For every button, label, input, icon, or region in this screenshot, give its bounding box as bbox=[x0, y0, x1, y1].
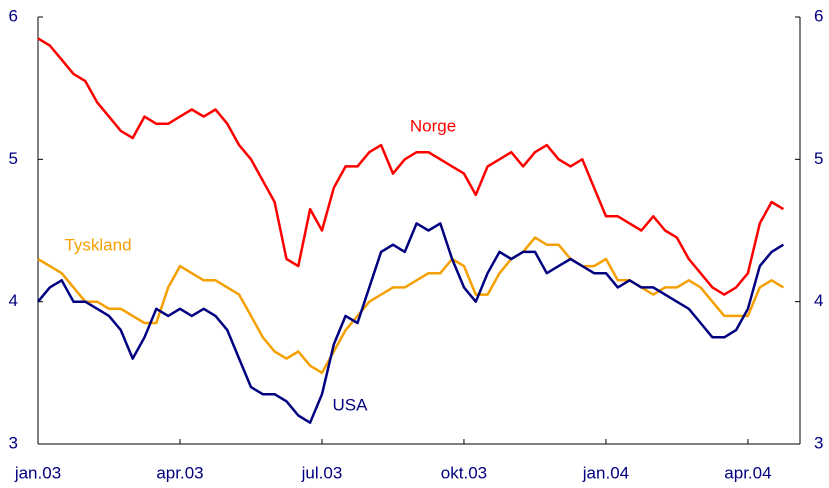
y2-tick-label: 4 bbox=[814, 291, 823, 310]
series-label: USA bbox=[333, 395, 369, 414]
x-tick-label: jan.03 bbox=[14, 463, 61, 482]
y2-tick-label: 3 bbox=[814, 433, 823, 452]
series-line bbox=[37, 236, 785, 375]
series-line bbox=[37, 222, 785, 424]
x-tick-label: jan.04 bbox=[582, 463, 629, 482]
y-tick-label: 5 bbox=[9, 149, 18, 168]
x-tick-label: apr.03 bbox=[156, 463, 203, 482]
series-line bbox=[37, 37, 785, 296]
series-label: Norge bbox=[410, 116, 456, 135]
y2-tick-label: 6 bbox=[814, 6, 823, 25]
x-tick-label: apr.04 bbox=[724, 463, 771, 482]
series-label: Tyskland bbox=[64, 235, 131, 254]
y-tick-label: 3 bbox=[9, 433, 18, 452]
x-tick-label: jul.03 bbox=[301, 463, 343, 482]
y-tick-label: 4 bbox=[9, 291, 18, 310]
x-tick-label: okt.03 bbox=[441, 463, 487, 482]
y-tick-label: 6 bbox=[9, 6, 18, 25]
y2-tick-label: 5 bbox=[814, 149, 823, 168]
